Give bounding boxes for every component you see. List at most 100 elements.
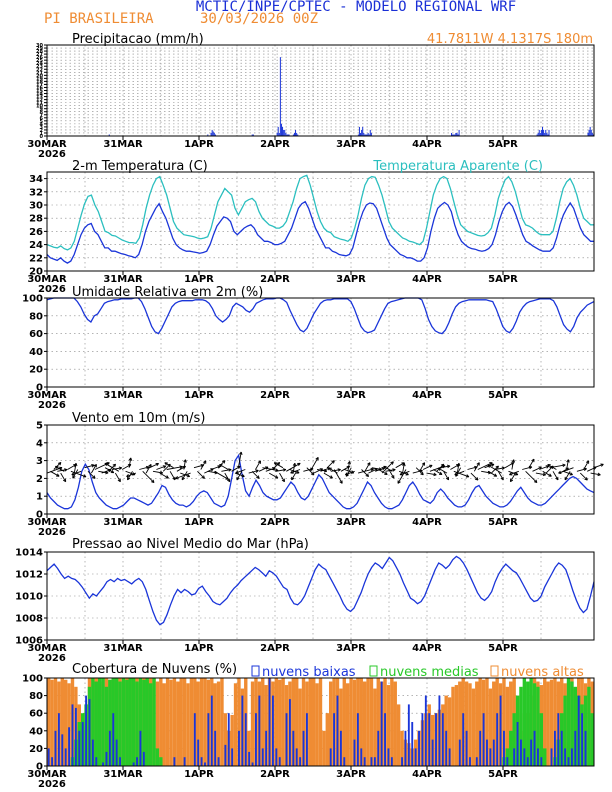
wind-vector: [251, 470, 260, 479]
wind-vector: [291, 471, 297, 481]
x-tick-label: 4APR: [412, 517, 442, 528]
cloud-low-bar: [373, 757, 376, 766]
precip-bar: [276, 132, 278, 136]
y-tick-label: 1012: [15, 570, 43, 581]
cloud-high-bar: [165, 678, 170, 766]
precip-bar: [592, 134, 594, 136]
wind-vector-head: [438, 471, 443, 475]
cloud-low-bar: [570, 748, 573, 766]
wind-vector-head: [290, 470, 294, 474]
cloud-mid-bar: [155, 748, 160, 766]
cloud-mid-bar: [570, 681, 574, 766]
wind-vector-head: [397, 480, 401, 484]
x-tick-label: 31MAR: [103, 274, 143, 285]
cloud-low-bar: [441, 713, 444, 766]
y-tick-label: 26: [29, 227, 43, 238]
cloud-low-bar: [85, 695, 88, 766]
wind-vector-head: [547, 464, 551, 468]
cloud-high-bar: [352, 679, 357, 766]
wind-vector: [542, 470, 552, 477]
wind-vector-head: [437, 467, 442, 471]
cloud-mid-bar: [125, 679, 129, 766]
y-tick-label: 20: [29, 365, 43, 376]
cloud-high-bar: [328, 681, 333, 766]
y-tick-label: 80: [29, 691, 43, 702]
cloud-high-bar: [233, 683, 238, 766]
cloud-high-bar: [47, 678, 51, 766]
precip-bar: [285, 132, 287, 136]
cloud-low-bar: [424, 695, 427, 766]
wind-vector-head: [172, 476, 176, 481]
panel-title: Cobertura de Nuvens (%): [72, 662, 237, 677]
wind-vector: [510, 472, 516, 482]
wind-vector: [564, 471, 571, 481]
cloud-low-bar: [74, 707, 77, 766]
wind-vector: [224, 472, 231, 482]
cloud-low-bar: [418, 730, 420, 766]
cloud-high-bar: [223, 713, 228, 766]
wind-vector: [532, 466, 542, 472]
wind-vector-head: [421, 462, 426, 466]
cloud-high-bar: [362, 681, 367, 766]
y-tick-label: 100: [22, 674, 43, 685]
precip-bar: [548, 129, 550, 136]
wind-vector: [381, 461, 394, 474]
wind-vector: [279, 472, 285, 482]
wind-vector-head: [433, 472, 437, 477]
precip-bar: [292, 134, 294, 136]
x-tick-label: 31MAR: [103, 390, 143, 401]
cloud-low-bar: [503, 730, 505, 766]
wind-vector: [272, 462, 281, 470]
cloud-low-bar: [353, 739, 356, 766]
precip-bar: [283, 129, 285, 136]
cloud-mid-bar: [522, 678, 527, 766]
precip-bar: [591, 132, 593, 136]
cloud-low-bar: [197, 739, 200, 766]
cloud-low-bar: [533, 730, 536, 766]
precip-bar: [363, 132, 365, 136]
wind-vector-head: [344, 472, 349, 476]
wind-vector: [219, 464, 229, 470]
precip-bar: [458, 129, 460, 136]
wind-vector: [217, 460, 226, 469]
cloud-low-bar: [384, 713, 386, 766]
y-tick-label: 29: [36, 46, 43, 52]
x-year-label: 2026: [38, 284, 66, 295]
wind-vector: [361, 469, 369, 477]
wind-vector-head: [255, 469, 259, 473]
wind-vector: [509, 470, 519, 476]
cloud-low-bar: [275, 748, 278, 766]
x-tick-label: 31MAR: [103, 643, 143, 654]
cloud-mid-bar: [128, 678, 132, 766]
cloud-high-bar: [390, 678, 394, 766]
cloud-low-bar: [506, 757, 509, 766]
wind-vector-head: [347, 461, 351, 465]
wind-vector-head: [128, 457, 133, 461]
wind-vector-head: [71, 472, 75, 476]
cloud-low-bar: [302, 730, 305, 766]
precip-bar: [286, 134, 288, 136]
y-tick-label: 15: [36, 89, 43, 95]
cloud-high-bar: [312, 678, 316, 766]
y-tick-label: 18: [36, 79, 43, 85]
wind-vector: [320, 467, 331, 472]
wind-vector-head: [155, 462, 159, 467]
x-tick-label: 5APR: [488, 769, 518, 780]
y-tick-label: 5: [40, 119, 44, 125]
cloud-low-bar: [513, 748, 516, 766]
cloud-low-bar: [207, 713, 210, 766]
header: MCTIC/INPE/CPTEC - MODELO REGIONAL WRF P…: [0, 0, 612, 34]
panel-frame: [46, 171, 595, 272]
wind-vector: [395, 462, 405, 469]
cloud-high-bar: [203, 678, 207, 766]
y-tick-label: 100: [22, 294, 43, 305]
wind-vector-head: [487, 464, 491, 468]
y-tick-label: 30: [29, 201, 43, 212]
wind-vector: [593, 463, 604, 469]
cloud-mid-bar: [108, 679, 112, 766]
wind-vector-head: [390, 461, 394, 465]
cloud-low-bar: [231, 748, 234, 766]
cloud-low-bar: [173, 757, 176, 766]
cloud-high-bar: [447, 697, 452, 766]
wind-vector: [193, 464, 204, 469]
